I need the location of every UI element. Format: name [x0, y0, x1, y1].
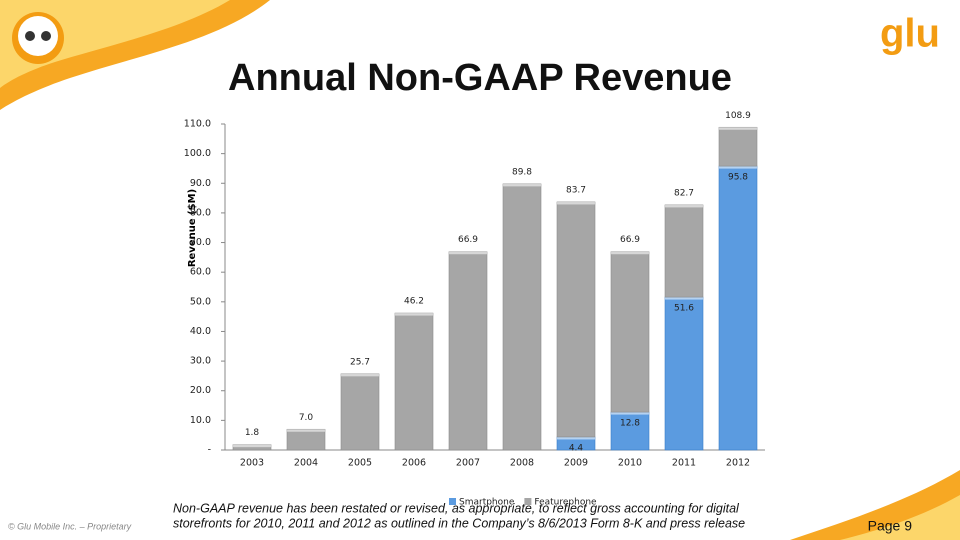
bar-segment — [664, 296, 704, 451]
x-tick-label: 2003 — [240, 458, 264, 469]
bar-top-bevel — [719, 166, 757, 169]
bar-top-bevel — [503, 183, 541, 187]
y-tick-label: 30.0 — [190, 356, 211, 367]
segment-label: 95.8 — [728, 173, 748, 183]
y-tick-label: - — [208, 445, 211, 456]
y-tick-label: 110.0 — [184, 119, 211, 130]
x-tick-label: 2008 — [510, 458, 534, 469]
bar-top-bevel — [395, 313, 433, 316]
x-tick-label: 2007 — [456, 458, 480, 469]
y-tick-label: 70.0 — [190, 237, 211, 248]
y-tick-label: 100.0 — [184, 148, 211, 159]
swoosh-bottom-light — [840, 495, 960, 540]
y-tick-label: 90.0 — [190, 178, 211, 189]
page-number: Page 9 — [868, 518, 913, 534]
legend-label: Smartphone — [459, 498, 515, 508]
total-label: 108.9 — [725, 111, 751, 121]
y-tick-label: 10.0 — [190, 415, 211, 426]
total-label: 1.8 — [245, 428, 260, 438]
legend-label: Featurephone — [534, 498, 597, 508]
bar-top-bevel — [557, 436, 595, 440]
slide-title: Annual Non-GAAP Revenue — [228, 57, 732, 99]
y-tick-label: 60.0 — [190, 267, 211, 278]
legend-swatch — [524, 498, 532, 505]
total-label: 46.2 — [404, 297, 424, 307]
copyright: © Glu Mobile Inc. – Proprietary — [8, 521, 132, 531]
bar-segment — [610, 411, 650, 451]
y-tick-label: 50.0 — [190, 296, 211, 307]
total-label: 89.8 — [512, 167, 532, 177]
bar-segment — [340, 373, 380, 451]
segment-label: 4.4 — [569, 443, 584, 453]
bar-top-bevel — [449, 251, 487, 255]
y-axis-label: Revenue ($M) — [187, 189, 198, 267]
bar-top-bevel — [719, 127, 757, 130]
total-label: 7.0 — [299, 413, 314, 423]
total-label: 82.7 — [674, 188, 694, 198]
bar-top-bevel — [611, 412, 649, 415]
bar-segment — [286, 428, 326, 451]
bar-segment — [556, 201, 596, 438]
bar-top-bevel — [341, 373, 379, 377]
y-tick-label: 40.0 — [190, 326, 211, 337]
legend-swatch — [449, 498, 456, 505]
bar-top-bevel — [557, 201, 595, 205]
total-label: 25.7 — [350, 357, 370, 367]
x-tick-label: 2009 — [564, 458, 588, 469]
x-tick-label: 2004 — [294, 458, 318, 469]
total-label: 66.9 — [620, 235, 640, 245]
x-tick-label: 2006 — [402, 458, 426, 469]
bar-segment — [502, 183, 542, 451]
total-label: 83.7 — [566, 185, 586, 195]
bar-segment — [718, 165, 758, 451]
segment-label: 51.6 — [674, 304, 694, 314]
x-tick-label: 2011 — [672, 458, 696, 469]
mascot — [12, 12, 64, 64]
x-tick-label: 2010 — [618, 458, 642, 469]
footnote-line: storefronts for 2010, 2011 and 2012 as o… — [173, 516, 745, 530]
footnote-line: Non-GAAP revenue has been restated or re… — [173, 501, 740, 515]
bar-top-bevel — [665, 297, 703, 300]
total-label: 66.9 — [458, 235, 478, 245]
segment-label: 12.8 — [620, 419, 640, 429]
bar-segment — [394, 312, 434, 451]
bar-segment — [718, 126, 758, 167]
bar-segment — [448, 251, 488, 451]
bar-segment — [610, 251, 650, 413]
bar-top-bevel — [233, 444, 271, 448]
bar-top-bevel — [611, 251, 649, 255]
x-tick-label: 2005 — [348, 458, 372, 469]
y-tick-label: 80.0 — [190, 207, 211, 218]
y-tick-label: 20.0 — [190, 385, 211, 396]
bar-top-bevel — [287, 429, 325, 432]
bar-top-bevel — [665, 204, 703, 208]
x-tick-label: 2012 — [726, 458, 750, 469]
logo: glu — [880, 12, 940, 56]
bar-segment — [664, 204, 704, 298]
